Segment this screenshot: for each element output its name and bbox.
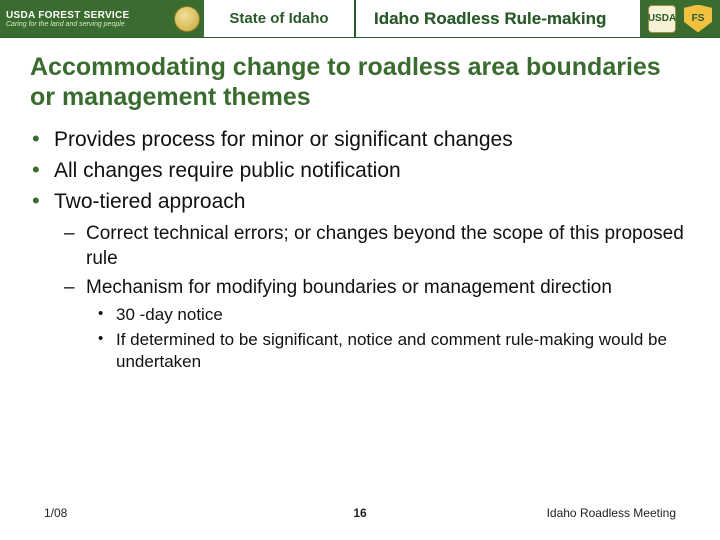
bullet-text: If determined to be significant, notice … — [116, 330, 667, 371]
bullet-list-level3: 30 -day notice If determined to be signi… — [86, 304, 692, 373]
list-item: All changes require public notification — [54, 157, 692, 186]
list-item: 30 -day notice — [116, 304, 692, 326]
bullet-text: Two-tiered approach — [54, 190, 245, 213]
footer-page-number: 16 — [244, 506, 476, 520]
agency-name: USDA FOREST SERVICE — [6, 10, 170, 21]
footer-meeting-name: Idaho Roadless Meeting — [476, 506, 676, 520]
footer-date: 1/08 — [44, 506, 244, 520]
idaho-seal-box — [170, 0, 204, 37]
bullet-text: 30 -day notice — [116, 305, 223, 324]
list-item: Correct technical errors; or changes bey… — [86, 221, 692, 271]
usda-forest-service-logo: USDA FOREST SERVICE Caring for the land … — [0, 0, 170, 37]
list-item: If determined to be significant, notice … — [116, 329, 692, 374]
list-item: Provides process for minor or significan… — [54, 126, 692, 155]
bullet-text: Correct technical errors; or changes bey… — [86, 223, 684, 269]
slide-content: Accommodating change to roadless area bo… — [0, 38, 720, 373]
header-bar: USDA FOREST SERVICE Caring for the land … — [0, 0, 720, 38]
right-logo-group: USDA FS — [640, 0, 720, 37]
forest-service-shield-icon: FS — [684, 5, 712, 33]
idaho-state-seal-icon — [174, 6, 200, 32]
banner-title: Idaho Roadless Rule-making — [356, 0, 640, 37]
bullet-text: Mechanism for modifying boundaries or ma… — [86, 277, 612, 298]
list-item: Two-tiered approach Correct technical er… — [54, 188, 692, 374]
list-item: Mechanism for modifying boundaries or ma… — [86, 275, 692, 373]
state-label: State of Idaho — [204, 0, 356, 37]
bullet-list-level2: Correct technical errors; or changes bey… — [54, 221, 692, 374]
agency-tagline: Caring for the land and serving people — [6, 21, 170, 28]
slide-footer: 1/08 16 Idaho Roadless Meeting — [0, 506, 720, 520]
bullet-text: All changes require public notification — [54, 159, 401, 182]
slide-title: Accommodating change to roadless area bo… — [30, 52, 692, 112]
bullet-list-level1: Provides process for minor or significan… — [30, 126, 692, 373]
usda-logo-icon: USDA — [648, 5, 676, 33]
bullet-text: Provides process for minor or significan… — [54, 128, 513, 151]
